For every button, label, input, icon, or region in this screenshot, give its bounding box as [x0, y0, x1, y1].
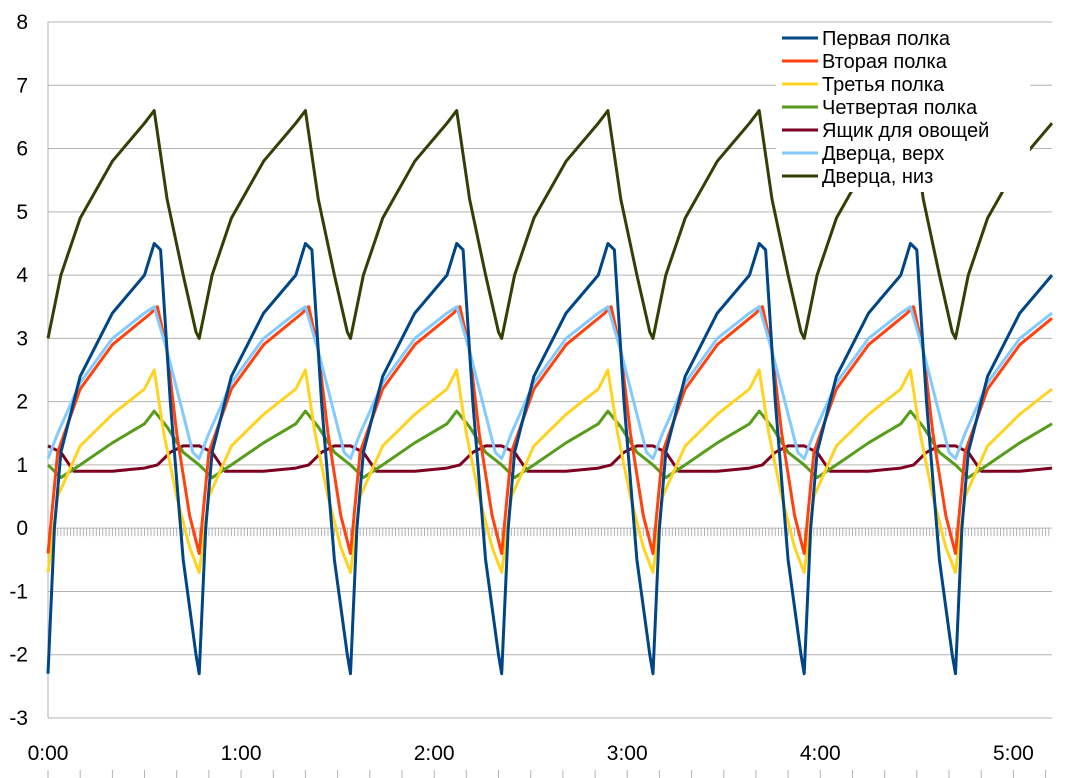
series-lines [46, 109, 1054, 676]
x-axis-ticks [47, 770, 1047, 778]
x-tick-label-1: 1:00 [221, 742, 262, 765]
y-tick-label-10: -2 [9, 644, 28, 667]
y-axis-tick-labels: 8 7 6 5 4 3 2 1 0 -1 -2 -3 [9, 11, 28, 730]
x-tick-label-2: 2:00 [414, 742, 455, 765]
y-tick-label-2: 6 [16, 138, 28, 161]
series-line-5 [46, 305, 1053, 461]
legend-label-1: Вторая полка [822, 51, 948, 73]
legend-label-4: Ящик для овощей [822, 120, 989, 142]
x-tick-label-5: 5:00 [993, 742, 1034, 765]
x-tick-label-3: 3:00 [607, 742, 648, 765]
legend-label-3: Четвертая полка [822, 97, 978, 119]
legend-label-0: Первая полка [822, 28, 951, 50]
y-tick-label-1: 7 [16, 74, 28, 97]
legend-label-6: Дверца, низ [822, 166, 933, 188]
legend-label-2: Третья полка [822, 74, 945, 96]
series-line-0 [46, 242, 1054, 676]
series-line-1 [46, 305, 1053, 555]
y-tick-label-0: 8 [16, 11, 28, 34]
y-tick-label-4: 4 [16, 264, 28, 287]
series-line-4 [47, 444, 1053, 473]
x-axis-tick-labels: 0:00 1:00 2:00 3:00 4:00 5:00 [28, 742, 1034, 765]
y-tick-label-7: 1 [16, 454, 28, 477]
y-tick-label-5: 3 [16, 327, 28, 350]
y-tick-label-6: 2 [16, 391, 28, 414]
y-tick-label-3: 5 [16, 201, 28, 224]
y-tick-label-11: -3 [9, 707, 28, 730]
legend-background [776, 26, 1030, 192]
y-tick-label-8: 0 [16, 517, 28, 540]
x-tick-label-0: 0:00 [28, 742, 69, 765]
y-tick-label-9: -1 [9, 580, 28, 603]
legend-label-5: Дверца, верх [822, 143, 944, 165]
x-tick-label-4: 4:00 [800, 742, 841, 765]
